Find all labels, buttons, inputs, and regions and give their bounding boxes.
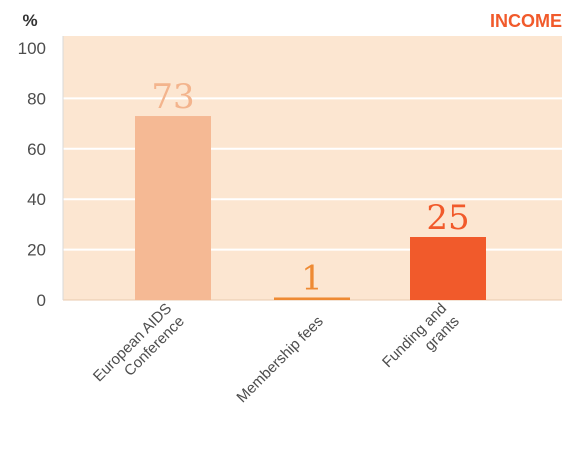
category-label: Membership fees bbox=[233, 313, 326, 406]
category-label: European AIDSConference bbox=[90, 300, 188, 398]
y-tick-label: 80 bbox=[27, 89, 46, 108]
bar bbox=[410, 237, 486, 300]
data-labels: 73 1 25 bbox=[151, 77, 469, 298]
data-label: 1 bbox=[301, 258, 323, 298]
y-tick-label: 100 bbox=[18, 39, 46, 58]
bars bbox=[135, 116, 486, 300]
y-axis-unit: % bbox=[22, 11, 37, 30]
y-tick-label: 20 bbox=[27, 241, 46, 260]
chart-title: INCOME bbox=[490, 11, 562, 31]
y-tick-label: 60 bbox=[27, 140, 46, 159]
svg-text:Funding andgrants: Funding andgrants bbox=[379, 300, 463, 384]
y-tick-label: 0 bbox=[37, 291, 46, 310]
y-tick-label: 40 bbox=[27, 190, 46, 209]
data-label: 25 bbox=[426, 198, 469, 238]
bar bbox=[135, 116, 211, 300]
bar bbox=[274, 297, 350, 300]
svg-text:European AIDSConference: European AIDSConference bbox=[90, 300, 188, 398]
data-label: 73 bbox=[151, 77, 194, 117]
category-labels: European AIDSConference Membership fees Fu… bbox=[90, 300, 463, 406]
category-label: Funding andgrants bbox=[379, 300, 463, 384]
category-label-line: Membership fees bbox=[233, 313, 326, 406]
y-tick-labels: 0 20 40 60 80 100 bbox=[18, 39, 46, 310]
svg-text:Membership fees: Membership fees bbox=[233, 313, 326, 406]
